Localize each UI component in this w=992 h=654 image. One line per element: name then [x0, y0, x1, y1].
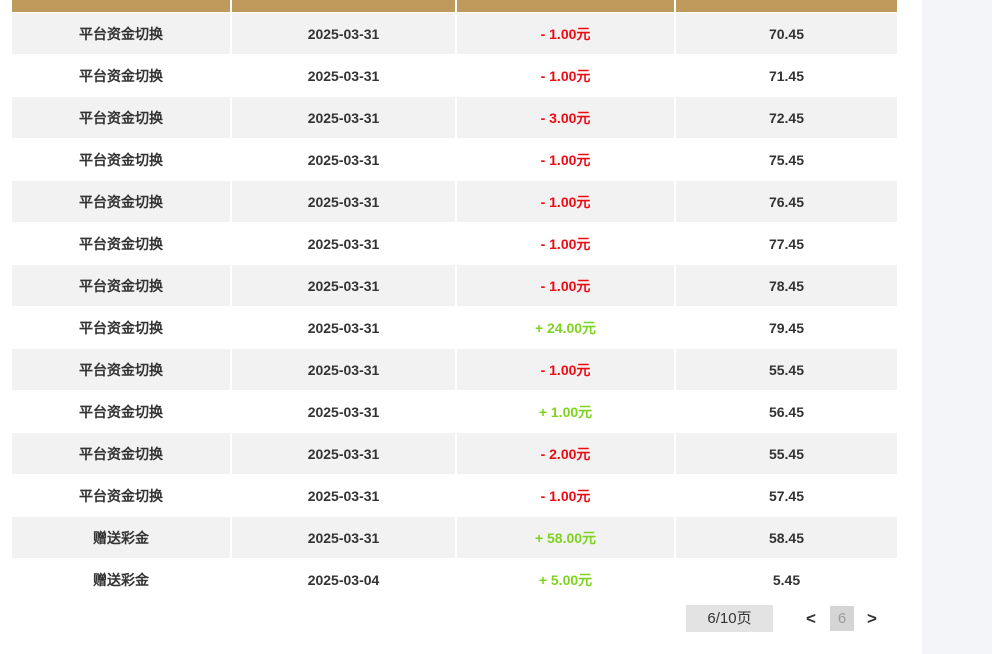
transaction-balance-cell: 75.45 — [674, 138, 897, 181]
transaction-type-cell: 平台资金切换 — [12, 432, 231, 475]
transaction-date-cell: 2025-03-31 — [230, 54, 456, 97]
header-cell-type — [12, 0, 231, 13]
transaction-type-cell: 平台资金切换 — [12, 138, 231, 181]
table-row: 平台资金切换 2025-03-31 - 1.00元 75.45 — [12, 138, 897, 181]
transaction-amount-cell: - 1.00元 — [455, 222, 675, 265]
transaction-date-cell: 2025-03-04 — [230, 558, 456, 601]
transaction-table-container: 平台资金切换 2025-03-31 - 1.00元 70.45 平台资金切换 2… — [12, 0, 897, 601]
transaction-date-cell: 2025-03-31 — [230, 432, 456, 475]
transaction-date-cell: 2025-03-31 — [230, 138, 456, 181]
transaction-balance-cell: 77.45 — [674, 222, 897, 265]
table-row: 平台资金切换 2025-03-31 - 1.00元 71.45 — [12, 54, 897, 97]
transaction-amount-cell: - 1.00元 — [455, 348, 675, 391]
transaction-balance-cell: 70.45 — [674, 12, 897, 55]
current-page-box[interactable]: 6 — [830, 606, 854, 631]
table-row: 平台资金切换 2025-03-31 - 1.00元 57.45 — [12, 474, 897, 517]
transaction-amount-cell: + 1.00元 — [455, 390, 675, 433]
transactions-table: 平台资金切换 2025-03-31 - 1.00元 70.45 平台资金切换 2… — [12, 0, 897, 601]
transaction-date-cell: 2025-03-31 — [230, 96, 456, 139]
transaction-type-cell: 赠送彩金 — [12, 558, 231, 601]
transaction-amount-cell: - 1.00元 — [455, 54, 675, 97]
table-row: 平台资金切换 2025-03-31 - 1.00元 77.45 — [12, 222, 897, 265]
header-cell-amount — [455, 0, 675, 13]
transaction-type-cell: 平台资金切换 — [12, 222, 231, 265]
transaction-type-cell: 平台资金切换 — [12, 180, 231, 223]
table-row: 平台资金切换 2025-03-31 - 3.00元 72.45 — [12, 96, 897, 139]
transaction-balance-cell: 58.45 — [674, 516, 897, 559]
transaction-amount-cell: - 1.00元 — [455, 180, 675, 223]
transaction-amount-cell: + 58.00元 — [455, 516, 675, 559]
transaction-date-cell: 2025-03-31 — [230, 222, 456, 265]
transaction-balance-cell: 72.45 — [674, 96, 897, 139]
transaction-date-cell: 2025-03-31 — [230, 348, 456, 391]
transaction-type-cell: 平台资金切换 — [12, 390, 231, 433]
table-header-row — [12, 0, 897, 13]
transaction-amount-cell: - 1.00元 — [455, 12, 675, 55]
table-row: 平台资金切换 2025-03-31 - 1.00元 78.45 — [12, 264, 897, 307]
table-header — [12, 0, 897, 13]
transaction-table-body: 平台资金切换 2025-03-31 - 1.00元 70.45 平台资金切换 2… — [12, 12, 897, 601]
transaction-type-cell: 平台资金切换 — [12, 348, 231, 391]
table-row: 平台资金切换 2025-03-31 + 1.00元 56.45 — [12, 390, 897, 433]
table-row: 平台资金切换 2025-03-31 - 1.00元 70.45 — [12, 12, 897, 55]
transaction-date-cell: 2025-03-31 — [230, 516, 456, 559]
transaction-amount-cell: - 3.00元 — [455, 96, 675, 139]
transaction-balance-cell: 76.45 — [674, 180, 897, 223]
transaction-date-cell: 2025-03-31 — [230, 306, 456, 349]
transaction-type-cell: 平台资金切换 — [12, 306, 231, 349]
transaction-balance-cell: 57.45 — [674, 474, 897, 517]
transaction-date-cell: 2025-03-31 — [230, 180, 456, 223]
page-background-panel — [922, 0, 992, 654]
transaction-type-cell: 平台资金切换 — [12, 474, 231, 517]
transaction-date-cell: 2025-03-31 — [230, 390, 456, 433]
transaction-amount-cell: + 24.00元 — [455, 306, 675, 349]
table-row: 平台资金切换 2025-03-31 + 24.00元 79.45 — [12, 306, 897, 349]
prev-page-button[interactable]: < — [799, 605, 823, 632]
page-indicator: 6/10页 — [686, 605, 773, 632]
table-row: 平台资金切换 2025-03-31 - 1.00元 76.45 — [12, 180, 897, 223]
transaction-balance-cell: 5.45 — [674, 558, 897, 601]
transaction-type-cell: 平台资金切换 — [12, 12, 231, 55]
transaction-amount-cell: - 1.00元 — [455, 138, 675, 181]
transaction-type-cell: 赠送彩金 — [12, 516, 231, 559]
transaction-date-cell: 2025-03-31 — [230, 12, 456, 55]
transaction-balance-cell: 56.45 — [674, 390, 897, 433]
header-cell-date — [230, 0, 456, 13]
transaction-type-cell: 平台资金切换 — [12, 96, 231, 139]
transaction-date-cell: 2025-03-31 — [230, 264, 456, 307]
transaction-amount-cell: - 2.00元 — [455, 432, 675, 475]
table-row: 赠送彩金 2025-03-04 + 5.00元 5.45 — [12, 558, 897, 601]
transaction-balance-cell: 78.45 — [674, 264, 897, 307]
transaction-balance-cell: 79.45 — [674, 306, 897, 349]
transaction-balance-cell: 55.45 — [674, 348, 897, 391]
transaction-amount-cell: + 5.00元 — [455, 558, 675, 601]
next-page-button[interactable]: > — [860, 605, 884, 632]
transaction-amount-cell: - 1.00元 — [455, 264, 675, 307]
transaction-amount-cell: - 1.00元 — [455, 474, 675, 517]
transaction-balance-cell: 55.45 — [674, 432, 897, 475]
transaction-date-cell: 2025-03-31 — [230, 474, 456, 517]
transaction-type-cell: 平台资金切换 — [12, 54, 231, 97]
table-row: 平台资金切换 2025-03-31 - 2.00元 55.45 — [12, 432, 897, 475]
table-row: 平台资金切换 2025-03-31 - 1.00元 55.45 — [12, 348, 897, 391]
transaction-balance-cell: 71.45 — [674, 54, 897, 97]
table-row: 赠送彩金 2025-03-31 + 58.00元 58.45 — [12, 516, 897, 559]
header-cell-balance — [674, 0, 897, 13]
transaction-type-cell: 平台资金切换 — [12, 264, 231, 307]
